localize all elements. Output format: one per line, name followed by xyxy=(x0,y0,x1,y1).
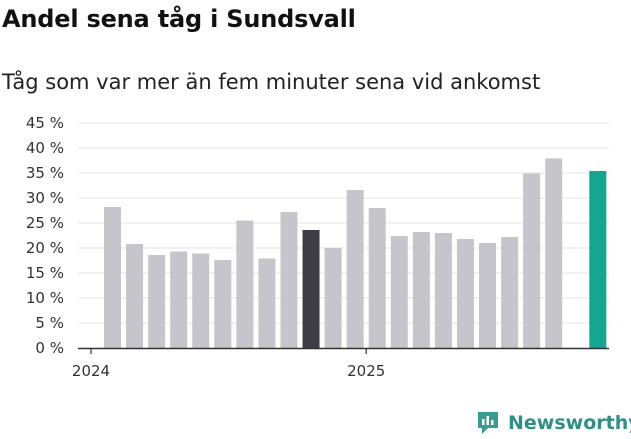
chart-title: Andel sena tåg i Sundsvall xyxy=(2,5,356,33)
bar-2024-11 xyxy=(324,248,342,348)
y-tick-label: 20 % xyxy=(26,239,64,257)
bar-2024-10 xyxy=(302,230,320,348)
bar-2025-07 xyxy=(501,237,519,348)
bar-2024-12 xyxy=(346,190,364,348)
bar-2024-07 xyxy=(236,220,254,348)
bar-2024-02 xyxy=(126,244,144,348)
bar-2024-05 xyxy=(192,253,210,348)
newsworthy-logo-icon xyxy=(478,412,498,434)
x-tick-label: 2025 xyxy=(347,362,385,380)
bar-2025-06 xyxy=(479,243,497,348)
y-tick-label: 10 % xyxy=(26,289,64,307)
bar-2024-01 xyxy=(104,207,121,348)
y-tick-label: 25 % xyxy=(26,214,64,232)
bar-2024-08 xyxy=(258,258,276,348)
y-tick-label: 5 % xyxy=(35,314,64,332)
bar-chart: 0 % 5 % 10 % 15 % 20 % 25 % 30 % 35 % 40 % 45 % 20… xyxy=(26,114,609,380)
bar-2024-04 xyxy=(170,251,188,348)
bar-2025-05 xyxy=(456,239,474,348)
y-tick-label: 0 % xyxy=(35,339,64,357)
y-tick-label: 30 % xyxy=(26,189,64,207)
bar-2025-08 xyxy=(523,173,541,348)
brand-logo: Newsworthy xyxy=(476,408,631,438)
y-tick-label: 40 % xyxy=(26,139,64,157)
y-tick-label: 45 % xyxy=(26,114,64,132)
bar-2024-06 xyxy=(214,260,232,348)
y-tick-label: 35 % xyxy=(26,164,64,182)
bar-2025-02 xyxy=(390,236,408,348)
y-tick-label: 15 % xyxy=(26,264,64,282)
brand-name: Newsworthy xyxy=(508,412,631,434)
bar-2025-09 xyxy=(545,158,563,348)
x-tick-label: 2024 xyxy=(72,362,110,380)
bar-2025-04 xyxy=(434,233,452,348)
bar-2024-09 xyxy=(280,212,298,348)
bar-2024-03 xyxy=(148,255,166,348)
bar-2025-01 xyxy=(368,208,386,348)
bar-2025-11 xyxy=(589,171,607,348)
bar-2025-03 xyxy=(412,232,430,348)
chart-subtitle: Tåg som var mer än fem minuter sena vid … xyxy=(2,70,541,94)
